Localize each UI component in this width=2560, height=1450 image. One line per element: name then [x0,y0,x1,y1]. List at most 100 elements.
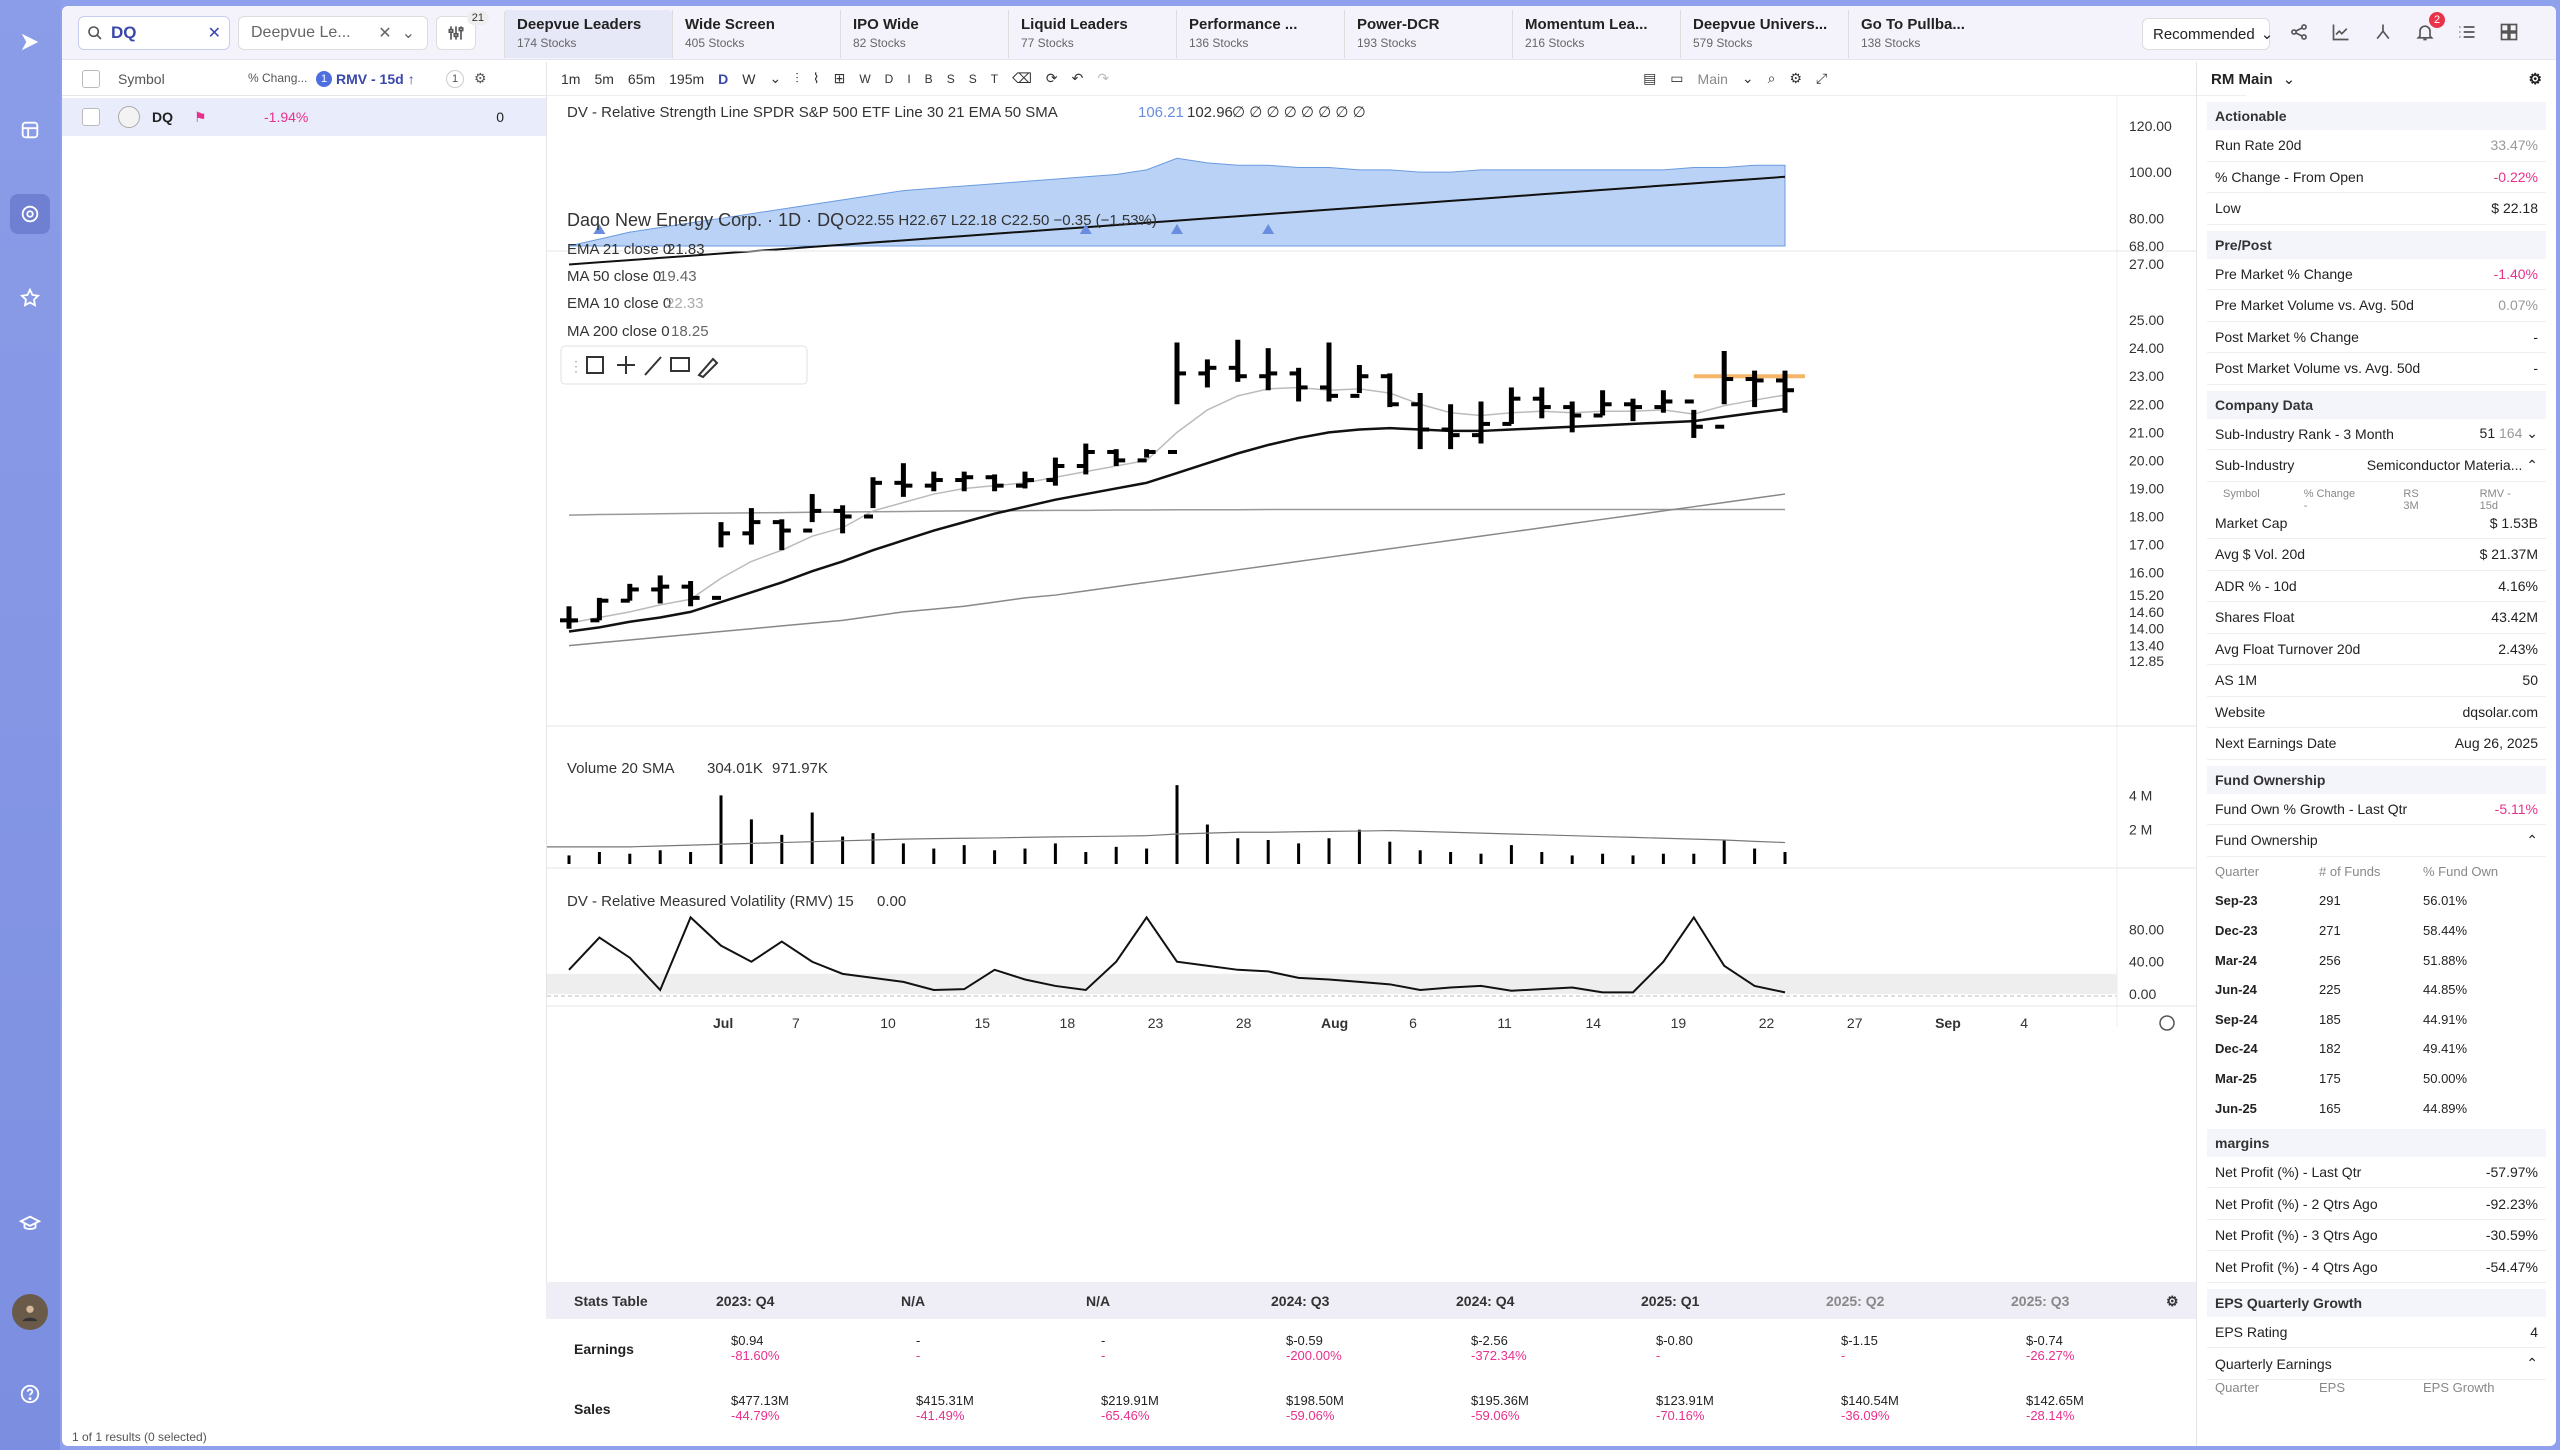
folder-icon[interactable]: ▭ [1670,70,1684,86]
stats-cell: $-0.74 -26.27% [2026,1333,2074,1363]
bell-icon[interactable]: 2 [2413,12,2445,44]
volume-title: Volume 20 SMA [567,760,675,777]
panel-title[interactable]: RM Main [2211,70,2273,88]
chevron-down-icon[interactable]: ⌄ [769,70,782,86]
target-icon[interactable] [10,194,50,234]
extra-s2[interactable]: S [968,71,977,86]
row-checkbox[interactable] [82,108,100,126]
star-icon[interactable] [14,282,46,314]
interval-1m[interactable]: 1m [561,70,581,87]
split-icon[interactable] [2371,20,2395,44]
tab-watchlist[interactable]: Momentum Lea... 216 Stocks [1512,10,1680,58]
list-icon[interactable] [2455,20,2479,44]
recommended-select[interactable]: Recommended ⌄ [2142,18,2273,50]
tab-watchlist[interactable]: Deepvue Leaders 174 Stocks [504,10,672,58]
settings-gear-icon[interactable]: ⚙ [474,70,487,86]
chart-canvas[interactable]: 120.00100.0080.0068.0027.0025.0024.0023.… [547,96,2197,1282]
share-icon[interactable] [2287,20,2311,44]
brush-tool-icon[interactable] [697,357,719,379]
logo-icon[interactable] [14,26,46,58]
col-symbol[interactable]: Symbol [118,70,165,87]
interval-w[interactable]: W [742,70,756,87]
chevron-down-icon[interactable]: ⌄ [2526,425,2538,442]
fib-tool-icon[interactable] [617,356,635,374]
rectangle-tool-icon[interactable] [586,356,604,374]
interval-65m[interactable]: 65m [627,70,656,87]
watchlist-select[interactable]: Deepvue Le... ✕ ⌄ [238,16,428,50]
magnifier-icon[interactable]: ⌕ [1767,70,1776,86]
extra-i[interactable]: I [907,71,911,86]
clear-search-icon[interactable]: ✕ [207,25,221,42]
stats-value: $195.36M [1471,1393,1529,1408]
refresh-icon[interactable]: ⟳ [1045,70,1058,86]
fund-cell: Sep-23 [2215,893,2258,909]
stats-settings-icon[interactable]: ⚙ [2166,1293,2179,1309]
settings-gear-icon[interactable]: ⚙ [2528,71,2542,88]
settings-icon[interactable]: ⚙ [1789,70,1803,86]
extra-s[interactable]: S [946,71,955,86]
extra-w[interactable]: W [859,71,871,86]
data-row: Pre Market % Change -1.40% [2207,259,2546,290]
line-tool-icon[interactable] [644,356,662,376]
select-all-checkbox[interactable] [82,69,100,88]
settings-icon [2159,1015,2175,1031]
col-rmv[interactable]: 1 RMV - 15d ↑ [316,70,446,87]
section-actionable: Actionable [2207,102,2546,130]
undo-icon[interactable]: ↶ [1071,70,1084,86]
redo-icon[interactable]: ↷ [1097,70,1110,86]
filter-button[interactable]: 21 [436,11,489,50]
layout-label[interactable]: Main [1697,70,1728,87]
axis-tick-label: 18.00 [2129,509,2164,525]
bar-type-icon[interactable]: ⫶ [795,70,799,86]
chevron-up-icon[interactable]: ⌃ [2526,456,2538,473]
stats-cell: $415.31M -41.49% [916,1393,974,1423]
fund-ownership-toggle[interactable]: Fund Ownership ⌃ [2207,825,2546,857]
interval-5m[interactable]: 5m [594,70,614,87]
eraser-icon[interactable]: ⌫ [1012,70,1032,86]
tab-watchlist[interactable]: Power-DCR 193 Stocks [1344,10,1512,58]
templates-icon[interactable]: ⊞ [833,70,846,86]
tab-watchlist[interactable]: Go To Pullba... 138 Stocks [1848,10,2016,58]
table-row[interactable]: DQ ⚑ -1.94% 0 [62,98,546,136]
stats-cell: $140.54M -36.09% [1841,1393,1899,1423]
flag-icon[interactable]: ⚑ [194,108,207,125]
clear-watchlist-icon[interactable]: ✕ [378,25,392,42]
row-label: Net Profit (%) - 4 Qtrs Ago [2215,1258,2378,1275]
date-tick-label: 14 [1585,1015,1601,1031]
tab-watchlist[interactable]: Performance ... 136 Stocks [1176,10,1344,58]
extra-d[interactable]: D [884,71,894,86]
chevron-down-icon[interactable]: ⌄ [2282,71,2296,88]
stats-growth: -200.00% [1286,1348,1342,1363]
col-change[interactable]: % Chang... [248,71,308,85]
help-icon[interactable] [14,1378,46,1410]
layout-icon[interactable]: ▤ [1643,70,1657,86]
ma-label: MA 200 close 0 [567,323,670,340]
avatar[interactable] [12,1294,48,1330]
quarterly-earnings-toggle[interactable]: Quarterly Earnings ⌃ [2207,1348,2546,1380]
tab-watchlist[interactable]: Wide Screen 405 Stocks [672,10,840,58]
search-input[interactable]: DQ ✕ [78,16,230,50]
fullscreen-icon[interactable]: ⤢ [1816,70,1828,86]
row-value: 4 [2530,1324,2538,1341]
chevron-down-icon[interactable]: ⌄ [401,25,415,42]
tab-count: 174 Stocks [517,36,577,50]
graduation-cap-icon[interactable] [14,1208,46,1240]
interval-d[interactable]: D [718,70,729,87]
interval-195m[interactable]: 195m [669,70,705,87]
stats-table: Stats Table 2023: Q4 N/A N/A 2024: Q3 20… [546,1282,2196,1446]
extra-t[interactable]: T [990,71,999,86]
row-value-total: 164 [2499,425,2523,442]
drag-handle-icon[interactable]: ⋮ [569,358,583,374]
tab-watchlist[interactable]: Deepvue Univers... 579 Stocks [1680,10,1848,58]
comment-tool-icon[interactable] [670,357,690,372]
tab-watchlist[interactable]: Liquid Leaders 77 Stocks [1008,10,1176,58]
chart-line-icon[interactable] [2329,20,2353,44]
tab-title: IPO Wide [853,16,919,33]
extra-b[interactable]: B [924,71,933,86]
fund-row: Sep-24 185 44.91% [2207,1004,2546,1034]
tab-watchlist[interactable]: IPO Wide 82 Stocks [840,10,1008,58]
grid-icon[interactable] [2497,20,2521,44]
chevron-down-icon[interactable]: ⌄ [1741,70,1754,86]
indicators-icon[interactable]: ⌇ [812,70,820,86]
home-icon[interactable] [14,114,46,146]
